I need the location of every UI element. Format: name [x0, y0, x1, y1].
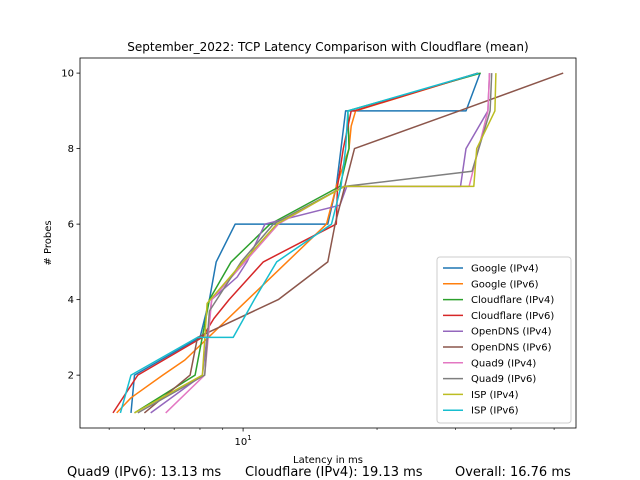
y-axis-label: # Probes [43, 220, 54, 265]
series-line-5 [143, 72, 564, 414]
legend-label-5: OpenDNS (IPv6) [471, 343, 552, 354]
footer-quad9-ipv6: Quad9 (IPv6): 13.13 ms [67, 465, 222, 480]
series-line-8 [134, 73, 497, 414]
series-line-7 [137, 73, 493, 414]
legend-label-4: OpenDNS (IPv4) [471, 327, 552, 338]
legend-label-7: Quad9 (IPv6) [471, 374, 536, 385]
axes: 2 4 6 8 10 101 [61, 69, 555, 448]
legend-frame [436, 256, 572, 424]
x-tick-label: 101 [234, 434, 251, 448]
legend-label-6: Quad9 (IPv4) [471, 358, 536, 369]
legend-label-9: ISP (IPv6) [471, 406, 519, 417]
series-line-1 [116, 72, 479, 414]
legend-label-1: Google (IPv6) [471, 279, 539, 290]
legend-label-8: ISP (IPv4) [471, 390, 519, 401]
y-tick-label: 6 [68, 220, 74, 231]
series-line-9 [119, 72, 479, 414]
y-tick-label: 4 [68, 295, 74, 306]
legend: Google (IPv4) Google (IPv6) Cloudflare (IP… [436, 256, 572, 424]
y-tick-label: 2 [68, 371, 74, 382]
footer-overall: Overall: 16.76 ms [455, 465, 571, 480]
x-axis-label: Latency in ms [293, 455, 363, 466]
plot-area-frame [79, 57, 577, 429]
footer-cloudflare-ipv4: Cloudflare (IPv4): 19.13 ms [245, 465, 423, 480]
legend-label-3: Cloudflare (IPv6) [471, 311, 554, 322]
series-lines [112, 72, 564, 414]
legend-label-2: Cloudflare (IPv4) [471, 295, 554, 306]
y-tick-label: 8 [68, 144, 74, 155]
legend-label-0: Google (IPv4) [471, 264, 539, 275]
chart-title: September_2022: TCP Latency Comparison w… [127, 40, 528, 54]
series-line-3 [112, 72, 479, 414]
y-tick-label: 10 [61, 69, 74, 80]
